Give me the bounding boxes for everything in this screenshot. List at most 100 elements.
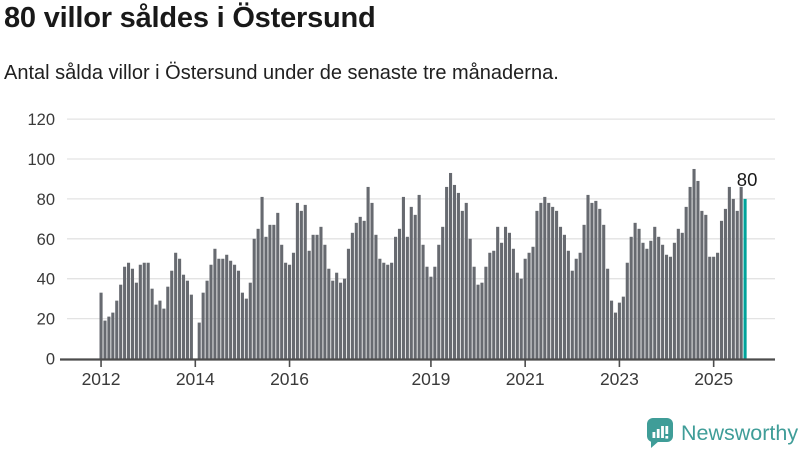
bar [260,196,264,359]
bar [115,300,119,359]
bar [429,276,433,359]
bar [653,226,657,359]
bar [602,224,606,359]
bar [566,250,570,359]
y-axis-tick-label: 20 [37,311,55,329]
bar [126,262,131,359]
bar [397,228,402,359]
bar [354,222,358,359]
bar [700,210,704,359]
bar [464,202,468,359]
bar [99,292,103,359]
bar [280,244,284,359]
bar [350,232,354,359]
bar [181,274,186,359]
bar [617,302,621,359]
bar [221,258,225,359]
bar [535,210,539,359]
bar [610,300,614,359]
bar [299,210,303,359]
bar [378,258,382,359]
bar [574,258,578,359]
bar [476,284,480,359]
bar [339,282,343,359]
bar [594,200,598,359]
bar [496,226,500,359]
bar [311,234,315,359]
bar [661,244,665,359]
bar [704,214,708,359]
bar [229,260,233,359]
bar [606,268,610,359]
bar [582,224,586,359]
bar [523,258,527,359]
y-axis-tick-label: 120 [27,111,55,129]
bar [515,272,519,359]
bar [142,262,146,359]
bar [558,226,563,359]
bar [456,192,460,359]
bar [484,266,488,359]
bar [586,194,590,359]
x-axis-tick-label: 2025 [694,369,733,389]
bar [268,224,272,359]
bar [543,196,547,359]
bar [641,242,645,359]
bar [684,206,688,359]
bar [527,252,531,359]
bar [441,226,445,359]
bar [288,264,292,359]
y-axis-tick-label: 60 [37,231,55,249]
page-title: 80 villor såldes i Östersund [4,2,376,34]
bar [425,266,429,359]
bar [303,204,307,359]
bar [358,216,362,359]
bar [130,268,135,359]
bar [170,270,174,359]
bar [421,244,425,359]
bar [570,270,574,359]
bar [154,304,158,359]
bar [386,264,390,359]
x-axis-tick-label: 2012 [82,369,121,389]
bar [692,168,696,359]
bar [327,268,331,359]
bar [370,202,374,359]
bar [433,266,437,359]
bar [417,194,421,359]
bar [213,248,217,359]
bar [178,258,182,359]
bar [531,246,535,359]
bar [696,180,700,359]
bar [185,280,189,359]
bar [256,228,260,359]
bar [409,206,413,359]
bar [201,292,205,359]
bar [217,258,221,359]
bar [445,186,449,359]
bar [645,248,649,359]
bar [225,254,229,359]
bar [284,262,288,359]
bar [472,266,476,359]
bar [739,186,743,359]
bar [209,264,213,359]
bar [633,222,637,359]
bar [405,236,409,359]
bar [727,186,731,359]
bar [613,312,618,359]
bar [578,252,582,359]
bar [555,210,559,359]
bar [315,234,319,359]
bar [374,234,378,359]
bar [672,242,676,359]
bar [272,224,276,359]
bar [158,300,162,359]
x-axis-tick-label: 2023 [600,369,639,389]
bar [264,236,268,359]
bar [668,256,673,359]
bar [460,210,464,359]
bar [366,186,370,359]
newsworthy-logo: Newsworthy [646,417,798,449]
